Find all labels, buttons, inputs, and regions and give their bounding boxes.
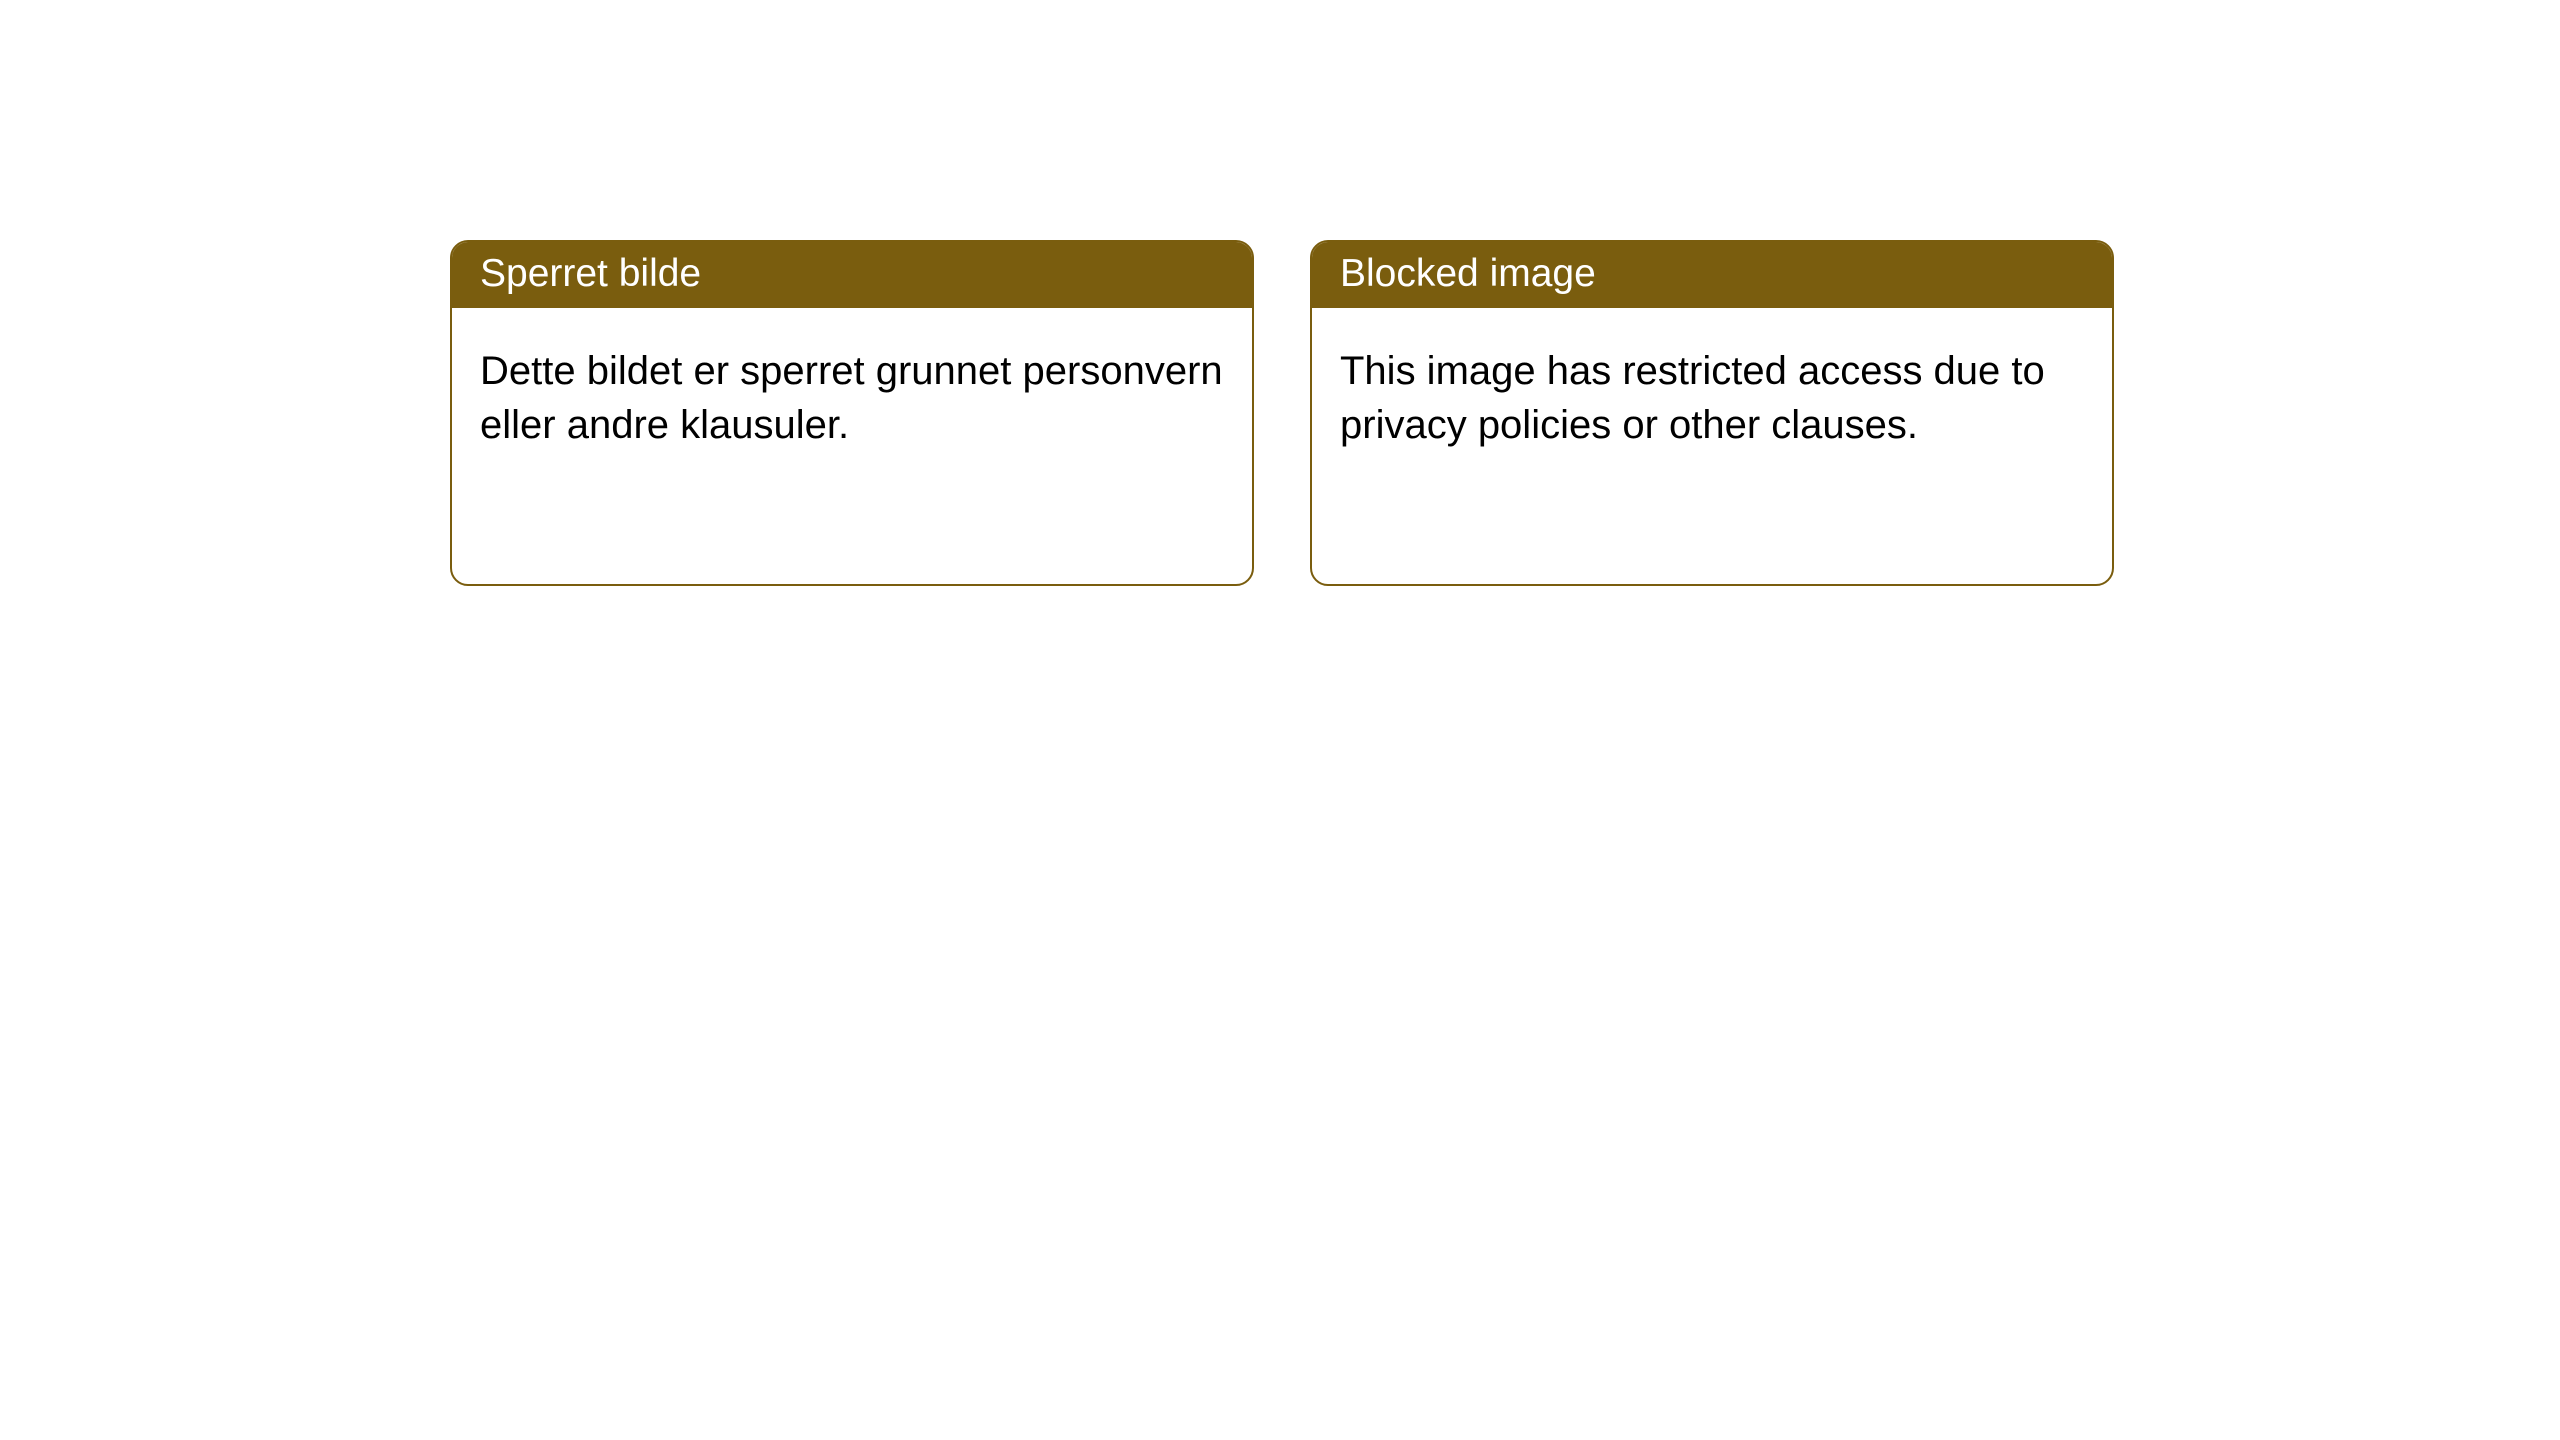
notice-title-english: Blocked image bbox=[1312, 242, 2112, 308]
notice-title-norwegian: Sperret bilde bbox=[452, 242, 1252, 308]
notice-card-english: Blocked image This image has restricted … bbox=[1310, 240, 2114, 586]
notice-body-norwegian: Dette bildet er sperret grunnet personve… bbox=[452, 308, 1252, 584]
notice-body-english: This image has restricted access due to … bbox=[1312, 308, 2112, 584]
notice-card-norwegian: Sperret bilde Dette bildet er sperret gr… bbox=[450, 240, 1254, 586]
blocked-image-notices: Sperret bilde Dette bildet er sperret gr… bbox=[450, 240, 2114, 586]
